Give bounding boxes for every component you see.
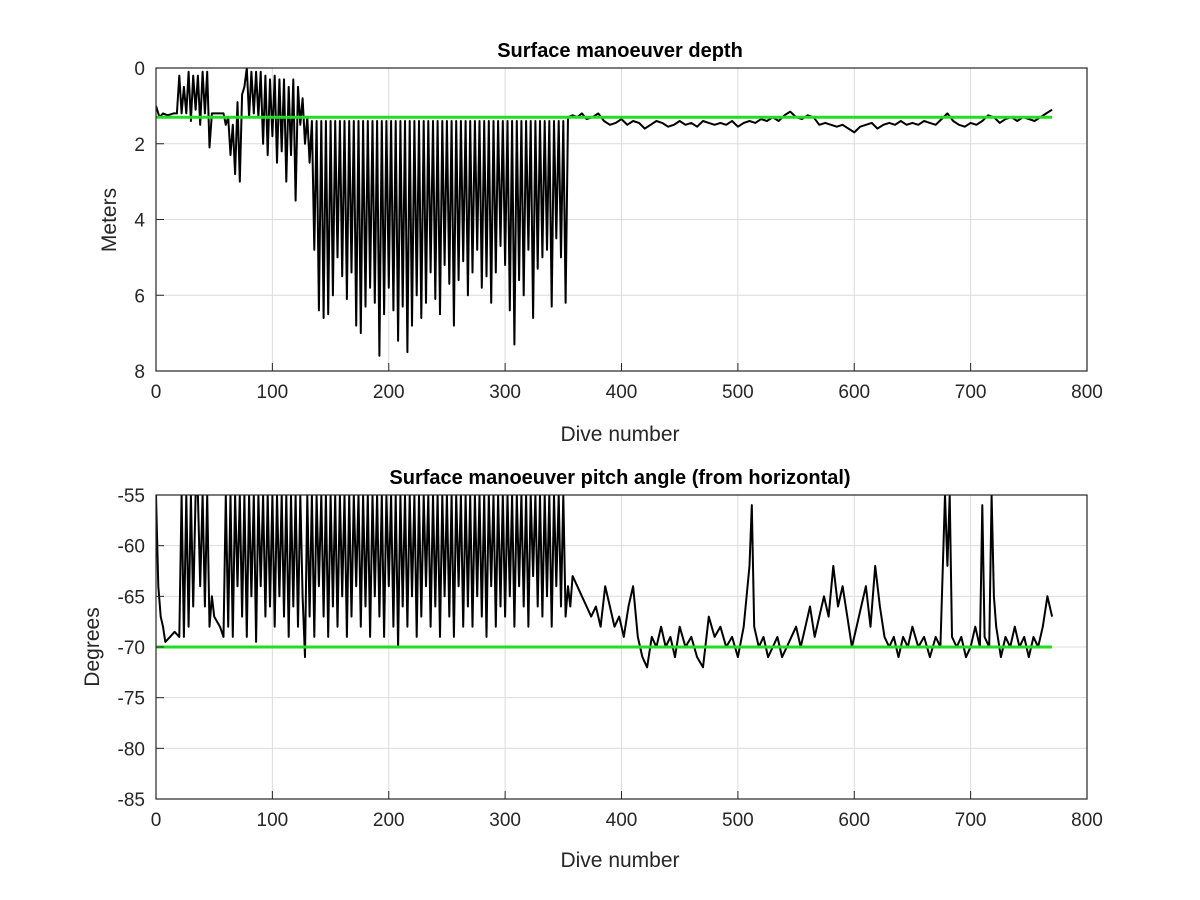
depth-chart-x-tick-label: 200 [373, 382, 405, 403]
depth-chart-x-tick-label: 700 [955, 382, 987, 403]
pitch-chart-y-tick-label: -55 [118, 486, 145, 507]
pitch-chart-x-tick-label: 0 [151, 810, 162, 831]
pitch-chart-x-tick-label: 800 [1071, 810, 1103, 831]
pitch-chart-y-tick-label: -70 [118, 638, 145, 659]
depth-chart-x-axis-label: Dive number [560, 423, 679, 446]
pitch-chart-x-tick-label: 200 [373, 810, 405, 831]
depth-chart-x-tick-label: 800 [1071, 382, 1103, 403]
depth-chart-x-tick-label: 500 [722, 382, 754, 403]
depth-chart-x-tick-label: 600 [838, 382, 870, 403]
pitch-chart-title: Surface manoeuver pitch angle (from hori… [389, 467, 850, 489]
depth-chart: Surface manoeuver depth Dive number Mete… [98, 40, 1103, 446]
pitch-chart-y-tick-label: -80 [118, 739, 145, 760]
depth-chart-y-tick-label: 8 [134, 362, 145, 383]
pitch-chart-series-layer [156, 495, 1054, 669]
depth-chart-y-tick-label: 6 [134, 286, 145, 307]
depth-chart-x-tick-label: 100 [257, 382, 289, 403]
pitch-chart-y-tick-label: -85 [118, 790, 145, 811]
pitch-chart: Surface manoeuver pitch angle (from hori… [81, 467, 1103, 872]
pitch-chart-series-line [156, 495, 1054, 669]
pitch-chart-y-tick-label: -75 [118, 689, 145, 710]
pitch-chart-y-tick-label: -60 [118, 537, 145, 558]
depth-chart-title: Surface manoeuver depth [497, 40, 743, 62]
depth-chart-x-tick-label: 300 [489, 382, 521, 403]
depth-chart-x-ticks: 0 100 200 300 400 500 600 700 800 [151, 363, 1103, 403]
depth-chart-y-tick-label: 4 [134, 211, 145, 232]
pitch-chart-y-ticks: -55 -60 -65 -70 -75 -80 -85 [118, 486, 164, 811]
depth-chart-y-ticks: 0 2 4 6 8 [134, 59, 164, 383]
pitch-chart-x-tick-label: 100 [257, 810, 289, 831]
pitch-chart-x-axis-label: Dive number [560, 849, 679, 872]
pitch-chart-y-axis-label: Degrees [81, 607, 104, 686]
pitch-chart-x-tick-label: 700 [955, 810, 987, 831]
pitch-chart-x-tick-label: 500 [722, 810, 754, 831]
depth-chart-y-tick-label: 0 [134, 59, 145, 80]
pitch-chart-x-ticks: 0 100 200 300 400 500 600 700 800 [151, 791, 1103, 831]
pitch-chart-y-tick-label: -65 [118, 587, 145, 608]
depth-chart-x-tick-label: 0 [151, 382, 162, 403]
pitch-chart-x-tick-label: 400 [606, 810, 638, 831]
pitch-chart-x-tick-label: 300 [489, 810, 521, 831]
depth-chart-y-tick-label: 2 [134, 135, 145, 156]
pitch-chart-x-tick-label: 600 [838, 810, 870, 831]
depth-chart-y-axis-label: Meters [98, 188, 121, 252]
depth-chart-x-tick-label: 400 [606, 382, 638, 403]
